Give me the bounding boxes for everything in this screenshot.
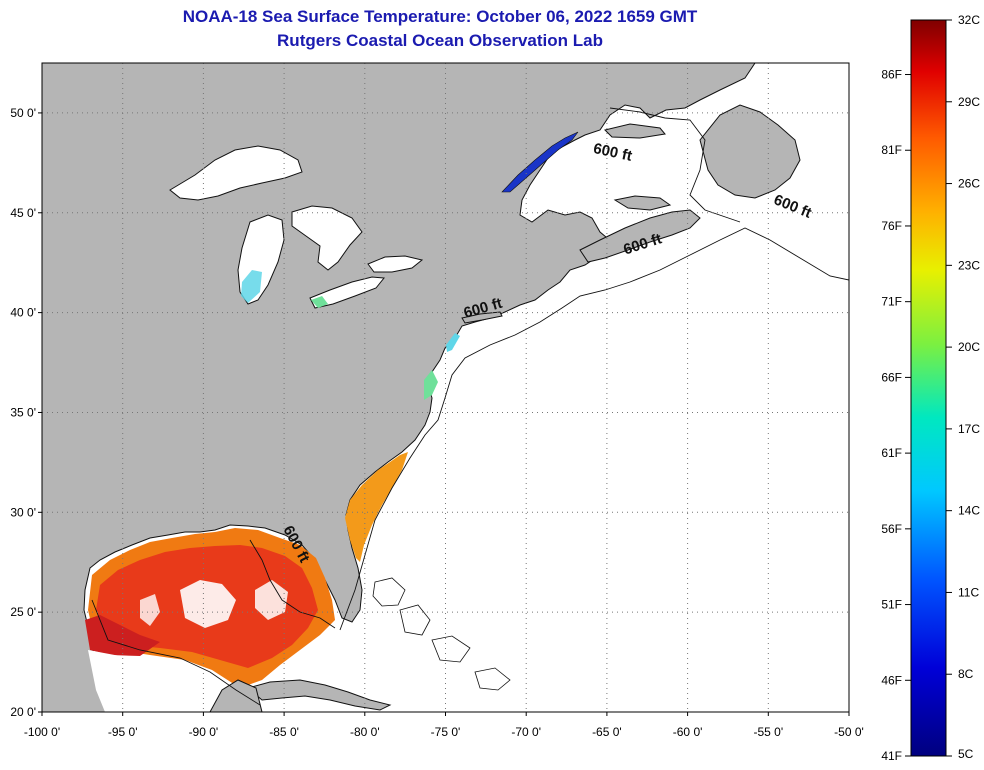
lake-michigan-sst	[241, 270, 262, 303]
lon-tick-label: -85 0'	[269, 725, 299, 739]
land-pei	[613, 195, 672, 211]
lat-tick-label: 40 0'	[10, 306, 36, 320]
gulf-clouds-3	[140, 594, 160, 626]
atlantic-coastal-sst	[345, 452, 408, 562]
colorbar-c-label: 14C	[958, 504, 980, 518]
colorbar-f-label: 46F	[881, 673, 902, 687]
lon-tick-label: -75 0'	[431, 725, 461, 739]
land-newfoundland	[699, 104, 801, 199]
lat-tick-label: 45 0'	[10, 206, 36, 220]
lat-tick-label: 35 0'	[10, 405, 36, 419]
gulf-sst-hot	[85, 615, 160, 656]
lake-superior	[169, 145, 303, 201]
gulf-clouds-2	[255, 580, 288, 620]
map-subtitle: Rutgers Coastal Ocean Observation Lab	[277, 31, 603, 50]
colorbar-labels: 32C 29C 26C 23C 20C 17C 14C 11C 8C 5C 86F 81F 76F 71F…	[881, 13, 980, 763]
land-nova-scotia	[579, 209, 701, 263]
lon-tick-label: -70 0'	[511, 725, 541, 739]
colorbar-c-label: 5C	[958, 747, 974, 761]
colorbar-f-label: 51F	[881, 598, 902, 612]
isobath-600ft	[91, 107, 849, 706]
bahamas-outlines	[372, 577, 511, 691]
yucatan-land	[209, 679, 263, 712]
axes: 20 0' 25 0' 30 0' 35 0' 40 0' 45 0' 50 0' -100 …	[10, 106, 863, 739]
colorbar-c-label: 29C	[958, 95, 980, 109]
lon-tick-label: -100 0'	[24, 725, 60, 739]
land-long-island	[461, 311, 503, 324]
lon-tick-label: -65 0'	[592, 725, 622, 739]
lon-tick-label: -55 0'	[753, 725, 783, 739]
lon-tick-label: -90 0'	[189, 725, 219, 739]
lake-erie	[309, 276, 385, 309]
colorbar	[910, 19, 947, 757]
colorbar-c-label: 20C	[958, 340, 980, 354]
lat-tick-label: 50 0'	[10, 106, 36, 120]
lat-tick-label: 30 0'	[10, 505, 36, 519]
colorbar-c-label: 8C	[958, 667, 974, 681]
colorbar-f-label: 76F	[881, 219, 902, 233]
gulf-clouds-1	[180, 580, 236, 628]
lake-erie-sst	[311, 296, 328, 308]
colorbar-f-label: 66F	[881, 370, 902, 384]
colorbar-f-label: 56F	[881, 522, 902, 536]
colorbar-f-label: 61F	[881, 446, 902, 460]
lon-tick-label: -60 0'	[673, 725, 703, 739]
land-cuba	[246, 679, 392, 711]
graticule	[42, 63, 849, 712]
colorbar-c-label: 26C	[958, 177, 980, 191]
colorbar-c-label: 11C	[958, 585, 979, 599]
lat-tick-label: 20 0'	[10, 705, 36, 719]
lon-tick-label: -95 0'	[108, 725, 138, 739]
land-anticosti	[604, 123, 666, 139]
colorbar-c-label: 32C	[958, 13, 980, 27]
lake-ontario	[367, 255, 424, 273]
st-lawrence-sst	[501, 131, 579, 193]
chesapeake-sst	[424, 370, 438, 400]
lat-tick-label: 25 0'	[10, 605, 36, 619]
lake-huron	[291, 205, 363, 271]
colorbar-c-label: 23C	[958, 258, 980, 272]
map-frame	[41, 62, 850, 713]
colorbar-c-label: 17C	[958, 422, 980, 436]
mexico-coast-white	[88, 650, 210, 712]
map-title: NOAA-18 Sea Surface Temperature: October…	[182, 7, 698, 26]
lon-tick-label: -80 0'	[350, 725, 380, 739]
colorbar-f-label: 81F	[881, 143, 902, 157]
colorbar-f-label: 71F	[881, 295, 902, 309]
lon-tick-label: -50 0'	[834, 725, 864, 739]
colorbar-f-label: 86F	[881, 68, 902, 82]
delaware-sst	[446, 333, 460, 352]
colorbar-f-label: 41F	[881, 749, 902, 763]
